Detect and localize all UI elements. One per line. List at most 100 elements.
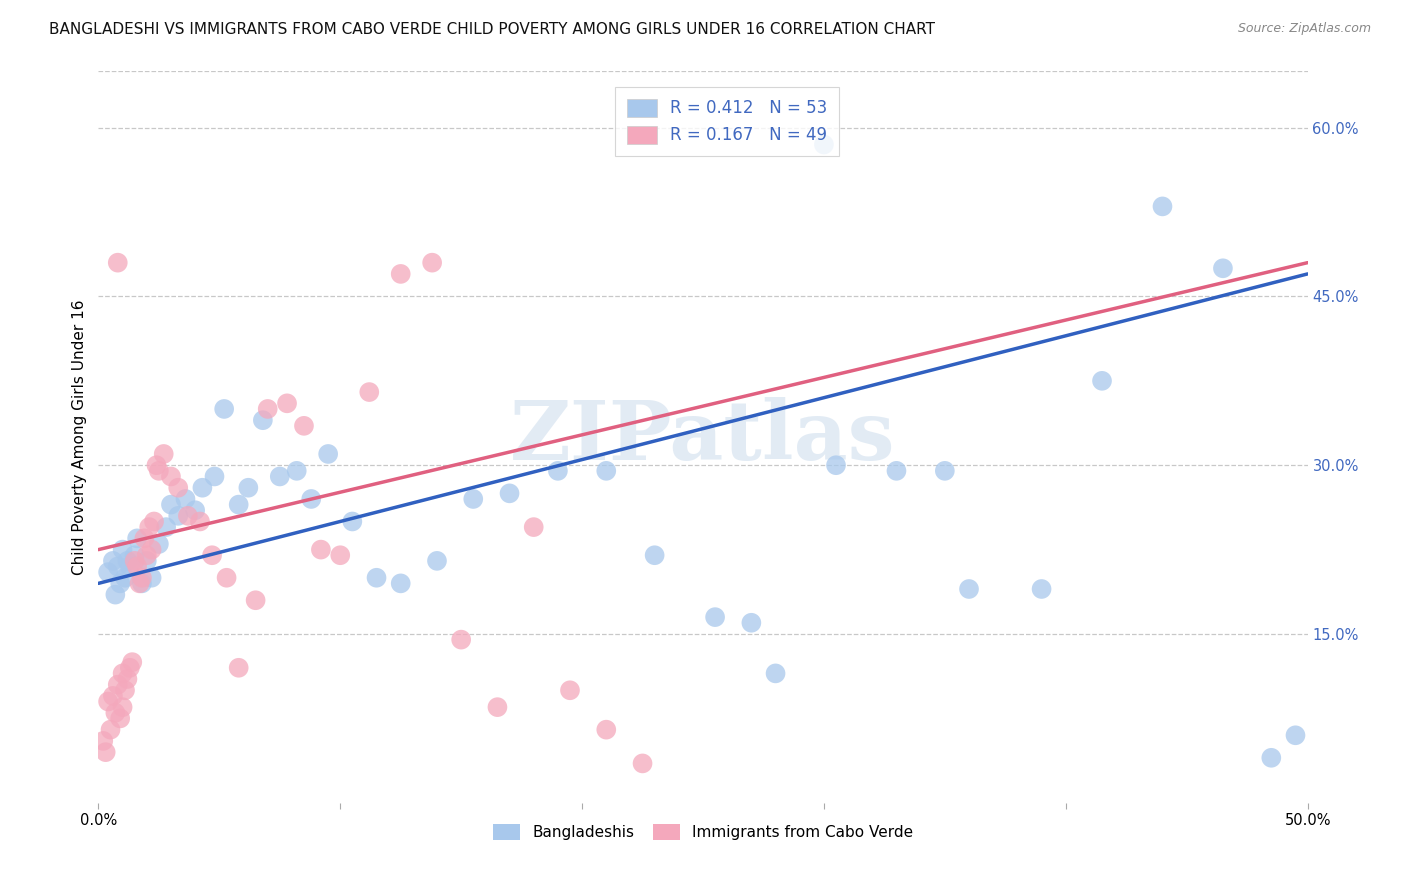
Point (118, 559, 141, 574)
Text: ZIPatlas: ZIPatlas (510, 397, 896, 477)
Y-axis label: Child Poverty Among Girls Under 16: Child Poverty Among Girls Under 16 (72, 300, 87, 574)
Point (131, 571, 153, 585)
Point (191, 481, 214, 495)
Point (104, 588, 127, 602)
Point (498, 486, 520, 500)
Point (426, 554, 449, 568)
Point (595, 723, 617, 737)
Point (117, 554, 139, 568)
Point (342, 515, 364, 529)
Text: BANGLADESHI VS IMMIGRANTS FROM CABO VERDE CHILD POVERTY AMONG GIRLS UNDER 16 COR: BANGLADESHI VS IMMIGRANTS FROM CABO VERD… (49, 22, 935, 37)
Point (101, 689, 124, 703)
Point (134, 532, 156, 546)
Point (204, 469, 226, 483)
Point (825, 458, 848, 473)
Point (450, 632, 472, 647)
Point (114, 571, 136, 585)
Point (124, 548, 146, 562)
Point (558, 683, 581, 698)
Point (420, 255, 443, 269)
Point (463, 491, 485, 506)
Point (389, 576, 412, 591)
Point (141, 571, 163, 585)
Point (141, 542, 163, 557)
Point (1091, 374, 1114, 388)
Point (276, 396, 298, 410)
Point (121, 655, 143, 669)
Point (148, 537, 170, 551)
Point (127, 559, 149, 574)
Point (547, 464, 569, 478)
Point (1152, 199, 1174, 213)
Point (124, 554, 146, 568)
Point (135, 554, 157, 568)
Point (285, 464, 308, 478)
Point (201, 548, 224, 562)
Point (104, 706, 127, 720)
Point (111, 542, 134, 557)
Point (107, 678, 129, 692)
Point (309, 542, 332, 557)
Point (91, 734, 114, 748)
Legend: Bangladeshis, Immigrants from Cabo Verde: Bangladeshis, Immigrants from Cabo Verde (486, 817, 920, 847)
Point (631, 756, 654, 771)
Point (135, 548, 157, 562)
Point (1212, 261, 1234, 276)
Point (740, 615, 762, 630)
Point (94, 745, 117, 759)
Point (138, 520, 160, 534)
Point (148, 464, 170, 478)
Point (100, 723, 122, 737)
Point (167, 481, 190, 495)
Point (97, 565, 120, 579)
Point (238, 481, 260, 495)
Point (228, 498, 250, 512)
Point (644, 548, 666, 562)
Point (155, 520, 177, 534)
Point (299, 491, 322, 506)
Point (813, 137, 835, 152)
Point (212, 401, 235, 416)
Point (704, 610, 727, 624)
Point (215, 571, 238, 585)
Point (886, 464, 908, 478)
Point (111, 666, 134, 681)
Point (359, 385, 381, 400)
Point (117, 672, 139, 686)
Point (108, 711, 131, 725)
Point (114, 683, 136, 698)
Point (184, 503, 207, 517)
Point (245, 593, 267, 607)
Point (957, 582, 980, 596)
Point (111, 700, 134, 714)
Point (145, 458, 167, 473)
Point (177, 508, 200, 523)
Point (160, 469, 183, 483)
Point (167, 508, 190, 523)
Point (329, 548, 352, 562)
Point (188, 515, 211, 529)
Point (128, 576, 150, 591)
Point (269, 469, 291, 483)
Point (118, 661, 141, 675)
Point (1031, 582, 1053, 596)
Point (486, 700, 509, 714)
Point (1260, 751, 1282, 765)
Point (101, 554, 124, 568)
Point (97, 694, 120, 708)
Text: Source: ZipAtlas.com: Source: ZipAtlas.com (1237, 22, 1371, 36)
Point (143, 515, 166, 529)
Point (316, 447, 339, 461)
Point (228, 661, 250, 675)
Point (252, 413, 274, 427)
Point (107, 255, 129, 269)
Point (256, 401, 278, 416)
Point (127, 532, 149, 546)
Point (389, 267, 412, 281)
Point (108, 576, 131, 591)
Point (152, 447, 174, 461)
Point (292, 418, 315, 433)
Point (107, 559, 129, 574)
Point (366, 571, 388, 585)
Point (934, 464, 956, 478)
